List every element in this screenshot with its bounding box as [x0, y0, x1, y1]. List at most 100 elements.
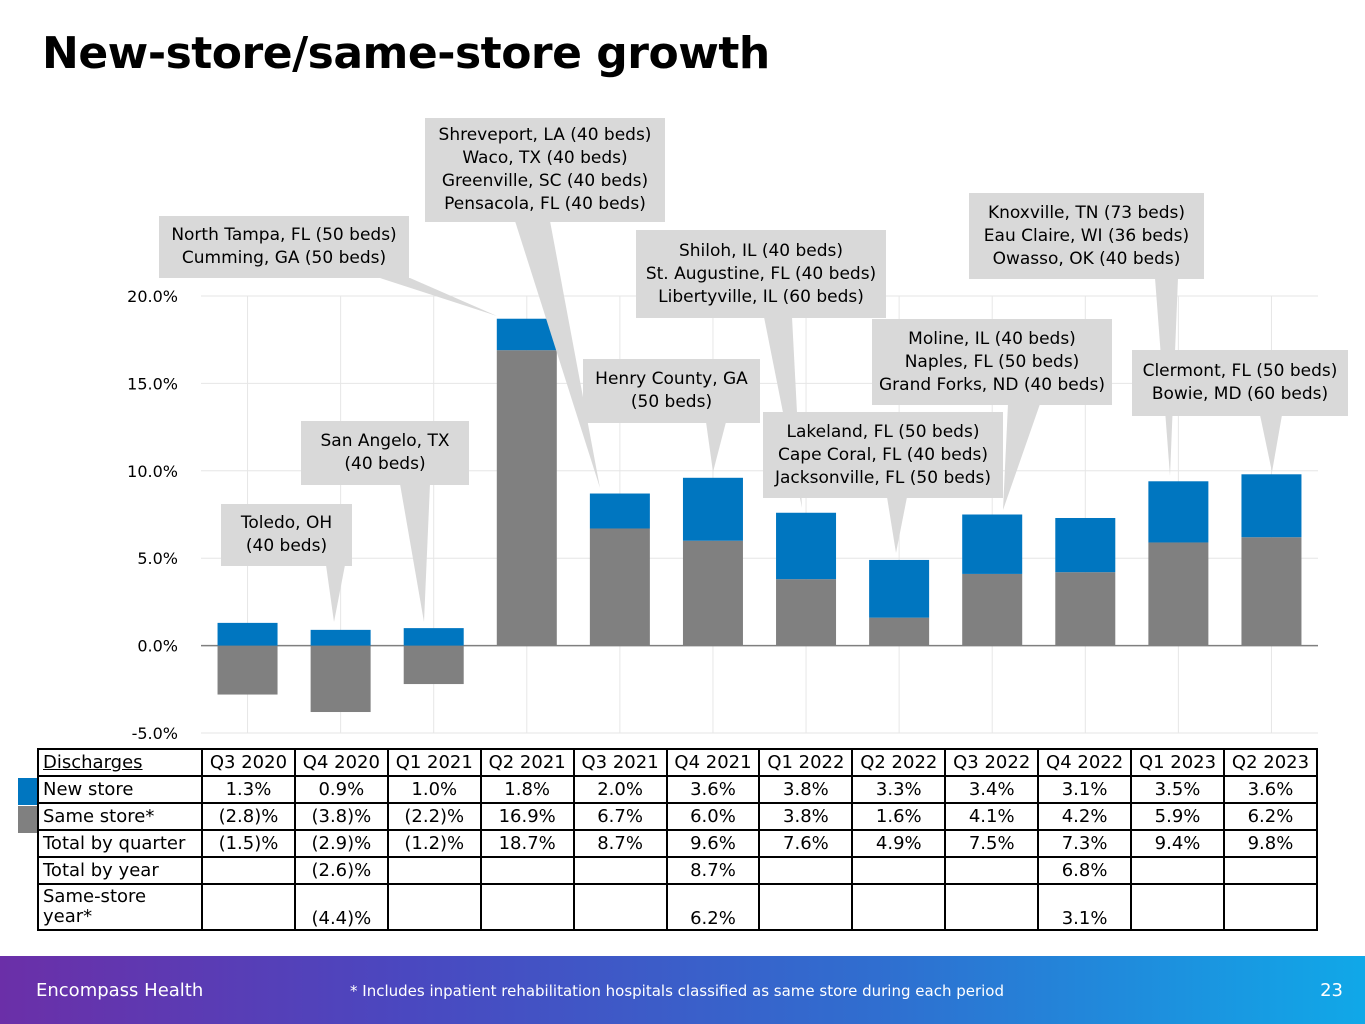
table-cell: [944, 856, 1040, 885]
bar-same-store: [589, 528, 650, 646]
callout-line: Naples, FL (50 beds): [904, 351, 1080, 372]
callout-line: Eau Claire, WI (36 beds): [983, 225, 1190, 246]
callout-box: Shreveport, LA (40 beds) Waco, TX (40 bed…: [425, 118, 665, 222]
table-cell: 8.7%: [665, 856, 761, 885]
callout-pointer: [1260, 415, 1282, 472]
table-cell: 3.6%: [665, 775, 761, 804]
callout-line: Shreveport, LA (40 beds): [438, 125, 652, 145]
bar-same-store: [776, 579, 837, 646]
table-column-header: Q1 2021: [386, 748, 482, 777]
callout-line: Cumming, GA (50 beds): [181, 248, 387, 268]
callout-pointer: [887, 497, 907, 553]
callout-line: Jacksonville, FL (50 beds): [774, 467, 991, 488]
bar-new-store: [310, 629, 371, 646]
table-row: Total by year (2.6)% 8.7% 6.8%: [37, 856, 1319, 885]
table-cell: 7.5%: [944, 829, 1040, 858]
table-cell: [386, 883, 482, 931]
table-cell: [1130, 856, 1225, 885]
table-cell: [386, 856, 482, 885]
callout-line: Knoxville, TN (73 beds): [987, 202, 1186, 223]
row-label: New store: [37, 775, 203, 804]
y-tick-label: 10.0%: [127, 462, 178, 481]
bar-new-store: [869, 559, 930, 618]
bar-new-store: [682, 477, 743, 541]
bar-same-store: [1055, 572, 1116, 646]
stacked-bar-chart: -5.0% 0.0% 5.0% 10.0% 15.0% 20.0%: [127, 221, 1318, 743]
table-cell: [1222, 883, 1319, 931]
callout-line: Toledo, OH: [240, 513, 333, 533]
table-cell: 1.3%: [201, 775, 296, 804]
bar-new-store: [403, 628, 464, 646]
table-row: Same-store year* (4.4)% 6.2% 3.1%: [37, 883, 1319, 931]
table-cell: [758, 883, 854, 931]
table-cell: (1.5)%: [201, 829, 296, 858]
callout-box: Toledo, OH (40 beds): [221, 504, 352, 566]
callout-line: Henry County, GA: [595, 369, 748, 389]
table-column-header: Q3 2021: [572, 748, 668, 777]
table-cell: 2.0%: [572, 775, 668, 804]
table-row: New store 1.3% 0.9% 1.0% 1.8% 2.0% 3.6% 3.8% 3.3…: [37, 775, 1319, 804]
table-cell: 9.4%: [1130, 829, 1225, 858]
bar-new-store: [962, 514, 1023, 574]
bar-same-store: [217, 645, 278, 695]
table-cell: 9.8%: [1222, 829, 1319, 858]
table-cell: 3.5%: [1130, 775, 1225, 804]
table-cell: [1222, 856, 1319, 885]
table-cell: 4.9%: [851, 829, 947, 858]
callout-pointer: [326, 565, 345, 622]
table-cell: 3.6%: [1222, 775, 1319, 804]
table-cell: 6.0%: [665, 802, 761, 831]
table-column-header: Q2 2021: [479, 748, 575, 777]
table-row: Same store* (2.8)% (3.8)% (2.2)% 16.9% 6.7% 6.…: [37, 802, 1319, 831]
callout-line: Waco, TX (40 beds): [462, 148, 628, 168]
legend-swatch-new-store: [18, 778, 37, 805]
callout-pointer: [515, 221, 600, 488]
callout-line: San Angelo, TX: [320, 431, 450, 451]
table-column-header: Q1 2023: [1130, 748, 1225, 777]
footer-note: * Includes inpatient rehabilitation hosp…: [350, 982, 1005, 1000]
table-cell: (2.9)%: [293, 829, 389, 858]
table-cell: (1.2)%: [386, 829, 482, 858]
table-column-header: Q2 2023: [1222, 748, 1319, 777]
table-column-header: Q4 2021: [665, 748, 761, 777]
table-cell: [1130, 883, 1225, 931]
table-row: Total by quarter (1.5)% (2.9)% (1.2)% 18.7% 8…: [37, 829, 1319, 858]
callout-line: Moline, IL (40 beds): [908, 328, 1076, 349]
callout-line: (40 beds): [344, 454, 426, 474]
bar-new-store: [496, 318, 557, 351]
callout-line: Lakeland, FL (50 beds): [786, 421, 980, 442]
callout-box: Shiloh, IL (40 beds) St. Augustine, FL (4…: [636, 230, 886, 318]
bar-new-store: [589, 493, 650, 529]
y-tick-label: 5.0%: [137, 549, 178, 568]
callout-box: San Angelo, TX (40 beds): [301, 421, 469, 485]
callout-line: (40 beds): [245, 536, 328, 556]
table-cell: 3.4%: [944, 775, 1040, 804]
row-label: Same-store year*: [37, 883, 203, 931]
table-column-header: Q4 2022: [1037, 748, 1133, 777]
callout-line: St. Augustine, FL (40 beds): [645, 263, 877, 284]
table-cell: 4.1%: [944, 802, 1040, 831]
callout-box: Henry County, GA (50 beds): [583, 359, 760, 423]
y-tick-label: 20.0%: [127, 287, 178, 306]
y-tick-label: 0.0%: [137, 637, 178, 656]
bar-same-store: [310, 645, 371, 713]
table-cell: (2.6)%: [293, 856, 389, 885]
callout-line: Clermont, FL (50 beds): [1142, 361, 1338, 381]
bar-same-store: [1148, 542, 1209, 646]
callout-line: Pensacola, FL (40 beds): [444, 194, 646, 214]
table-cell: (2.2)%: [386, 802, 482, 831]
callout-box: Moline, IL (40 beds) Naples, FL (50 beds)…: [872, 319, 1112, 405]
callout-line: Greenville, SC (40 beds): [441, 171, 649, 191]
table-cell: [201, 883, 296, 931]
table-cell: 6.2%: [1222, 802, 1319, 831]
bar-same-store: [403, 645, 464, 685]
y-tick-label: 15.0%: [127, 374, 178, 393]
callout-pointer: [1003, 404, 1040, 510]
table-cell: 8.7%: [572, 829, 668, 858]
table-cell: [851, 856, 947, 885]
callout-box: Knoxville, TN (73 beds) Eau Claire, WI (3…: [969, 193, 1204, 279]
page-number: 23: [1320, 980, 1343, 1001]
table-cell: 7.6%: [758, 829, 854, 858]
table-header-label: Discharges: [37, 748, 203, 777]
table-cell: [572, 856, 668, 885]
